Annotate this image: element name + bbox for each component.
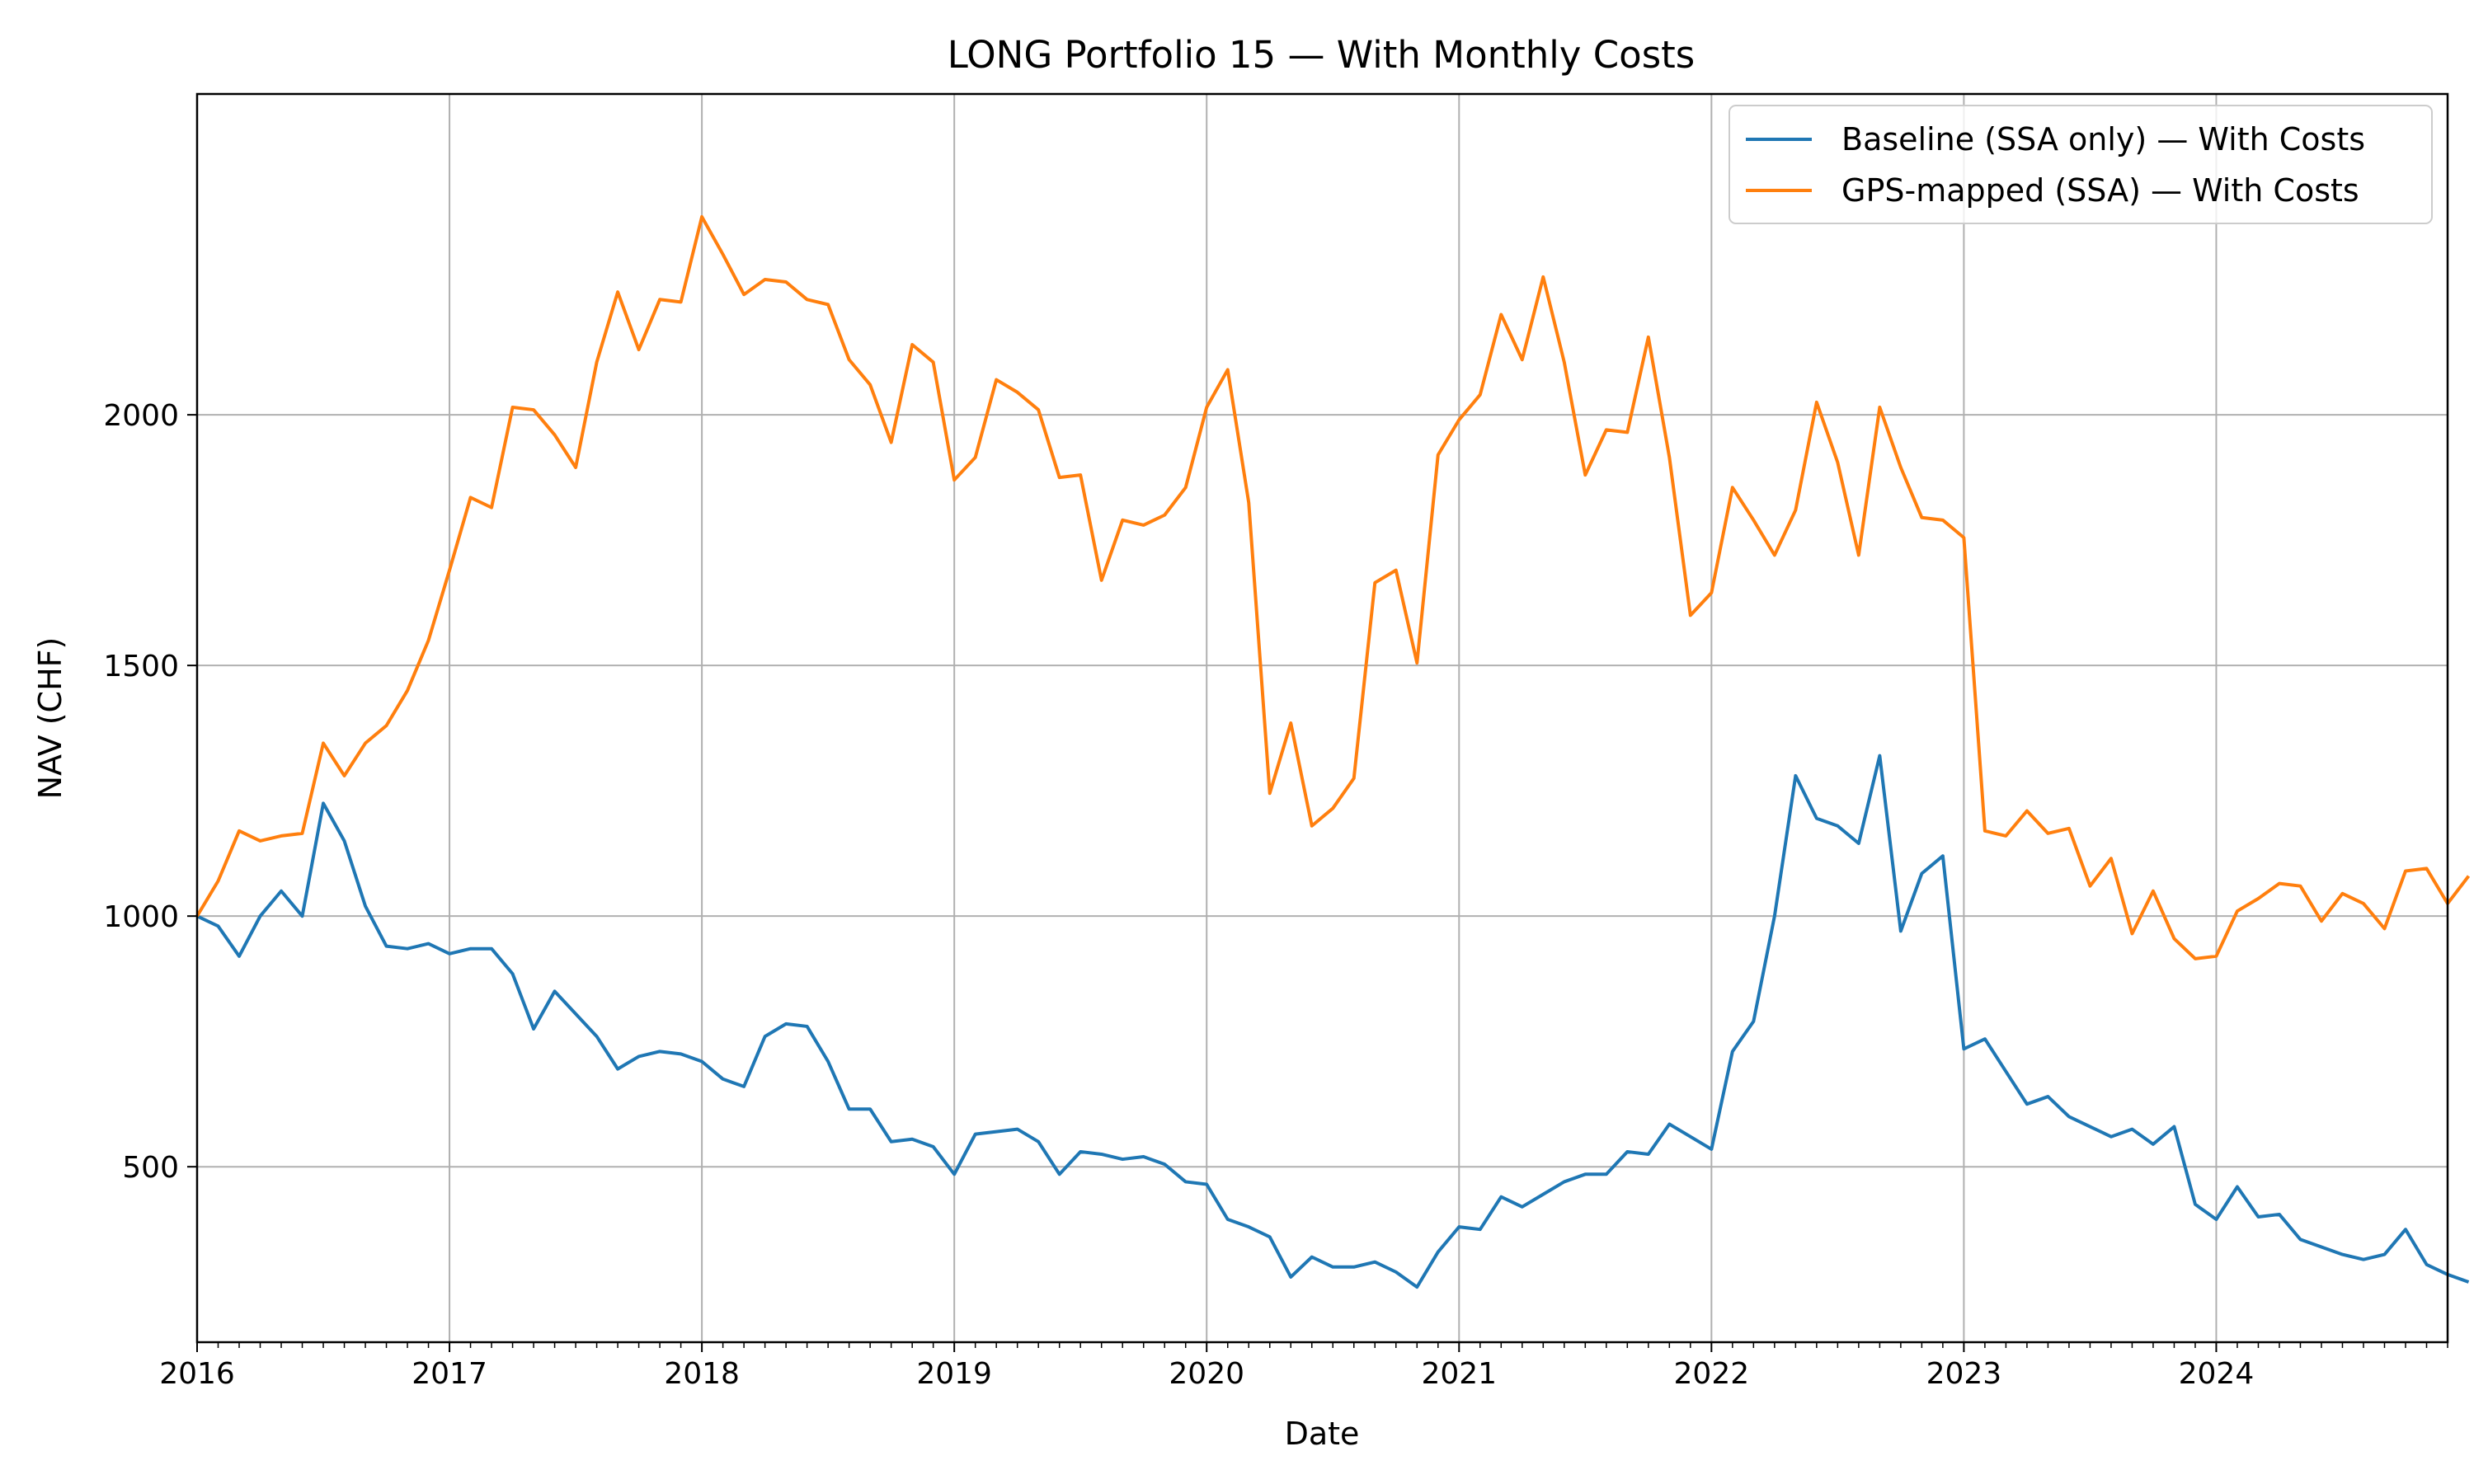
x-tick-label: 2020 [1169, 1357, 1244, 1391]
plot-frame [195, 92, 2449, 1344]
x-tick-label: 2019 [916, 1357, 992, 1391]
series-line-gps-mapped [195, 214, 2471, 960]
series-lines [195, 214, 2471, 1289]
x-tick-label: 2017 [412, 1357, 487, 1391]
y-tick-label: 500 [122, 1151, 179, 1185]
y-tick-label: 1500 [103, 650, 179, 683]
x-axis-label: Date [1285, 1416, 1360, 1452]
x-tick-label: 2022 [1674, 1357, 1750, 1391]
legend-label-gps: GPS-mapped (SSA) — With Costs [1841, 172, 2359, 209]
y-axis-label: NAV (CHF) [32, 637, 68, 800]
x-tick-label: 2021 [1421, 1357, 1497, 1391]
chart-title: LONG Portfolio 15 — With Monthly Costs [948, 33, 1695, 77]
axis-ticks: 2016 2017 2018 2019 2020 2021 2022 2023 2024 500 1… [103, 399, 2448, 1391]
x-tick-label: 2023 [1926, 1357, 2002, 1391]
legend-label-baseline: Baseline (SSA only) — With Costs [1841, 121, 2365, 157]
x-tick-label: 2016 [159, 1357, 235, 1391]
x-tick-label: 2018 [664, 1357, 740, 1391]
series-line-baseline [196, 754, 2470, 1289]
y-tick-label: 2000 [103, 399, 179, 433]
legend: Baseline (SSA only) — With Costs GPS-map… [1729, 105, 2433, 224]
grid-lines [197, 94, 2448, 1342]
y-tick-label: 1000 [103, 900, 179, 934]
legend-box [1729, 105, 2433, 224]
x-tick-label: 2024 [2179, 1357, 2255, 1391]
